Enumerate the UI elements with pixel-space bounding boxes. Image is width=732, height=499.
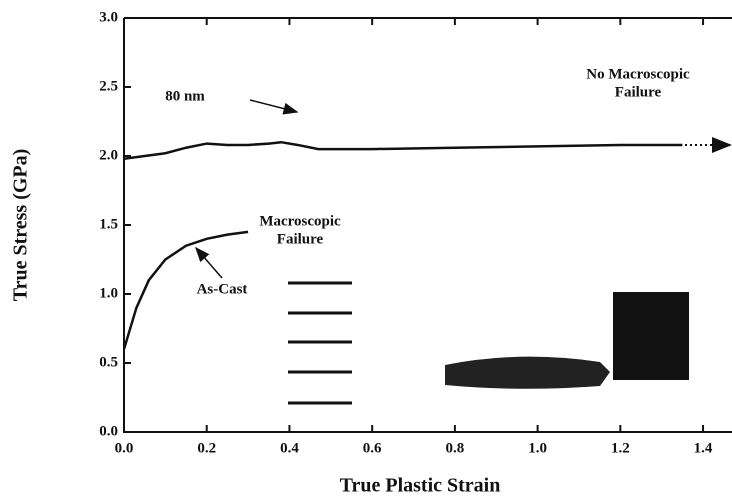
- annotation-arrow: [249, 99, 299, 115]
- y-tick-label: 3.0: [99, 9, 118, 25]
- x-tick-label: 0.4: [280, 440, 299, 456]
- x-tick-label: 1.2: [611, 440, 630, 456]
- annotation: Macroscopic: [259, 213, 341, 229]
- series-line: [122, 230, 249, 350]
- x-tick-label: 0.2: [197, 440, 216, 456]
- annotation: Failure: [615, 84, 662, 100]
- x-tick-label: 1.4: [694, 440, 713, 456]
- y-tick-label: 0.5: [99, 354, 118, 370]
- x-tick-label: 0.6: [363, 440, 382, 456]
- specimen-images: [288, 281, 689, 405]
- y-axis-title: True Stress (GPa): [10, 149, 32, 302]
- x-axis-title: True Plastic Strain: [340, 475, 501, 497]
- annotation-arrow: [195, 246, 223, 279]
- series-label: As-Cast: [197, 281, 248, 297]
- y-tick-label: 2.0: [99, 147, 118, 163]
- annotation: No Macroscopic: [586, 66, 690, 82]
- y-tick-label: 2.5: [99, 78, 118, 94]
- x-tick-label: 0.8: [446, 440, 465, 456]
- x-tick-label: 0.0: [115, 440, 134, 456]
- annotation: Failure: [277, 231, 324, 247]
- series-label: 80 nm: [165, 88, 205, 104]
- x-tick-label: 1.0: [528, 440, 547, 456]
- y-tick-label: 1.0: [99, 285, 118, 301]
- y-tick-label: 0.0: [99, 423, 118, 439]
- series-line: [123, 140, 683, 160]
- y-tick-label: 1.5: [99, 216, 118, 232]
